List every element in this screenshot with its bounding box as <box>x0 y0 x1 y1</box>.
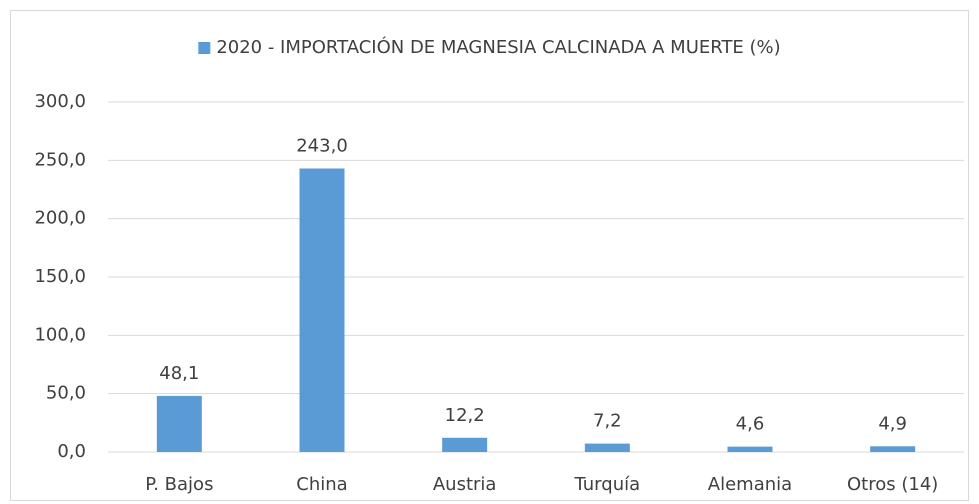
x-tick-label: Turquía <box>574 474 641 495</box>
data-label: 4,9 <box>878 413 907 434</box>
x-tick-label: P. Bajos <box>145 474 213 495</box>
y-tick-label: 50,0 <box>46 383 86 404</box>
data-label: 243,0 <box>296 136 348 157</box>
chart-border <box>10 10 969 501</box>
x-tick-label: Otros (14) <box>847 474 938 495</box>
bar <box>870 446 916 452</box>
bar <box>442 437 488 452</box>
bar <box>156 395 202 452</box>
data-label: 12,2 <box>445 405 485 426</box>
y-tick-label: 300,0 <box>34 91 86 112</box>
legend-swatch <box>198 42 211 54</box>
y-tick-label: 150,0 <box>34 266 86 287</box>
bar <box>584 443 630 452</box>
y-tick-label: 250,0 <box>34 149 86 170</box>
x-tick-label: Alemania <box>708 474 792 495</box>
y-tick-label: 100,0 <box>34 324 86 345</box>
legend-label: 2020 - IMPORTACIÓN DE MAGNESIA CALCINADA… <box>216 36 780 58</box>
x-tick-label: Austria <box>433 474 497 495</box>
x-tick-label: China <box>296 474 347 495</box>
data-label: 48,1 <box>159 363 199 384</box>
bar <box>299 168 345 452</box>
y-tick-label: 200,0 <box>34 208 86 229</box>
data-label: 4,6 <box>736 414 765 435</box>
data-label: 7,2 <box>593 411 622 432</box>
y-tick-label: 0,0 <box>57 441 86 462</box>
bar <box>727 446 773 452</box>
